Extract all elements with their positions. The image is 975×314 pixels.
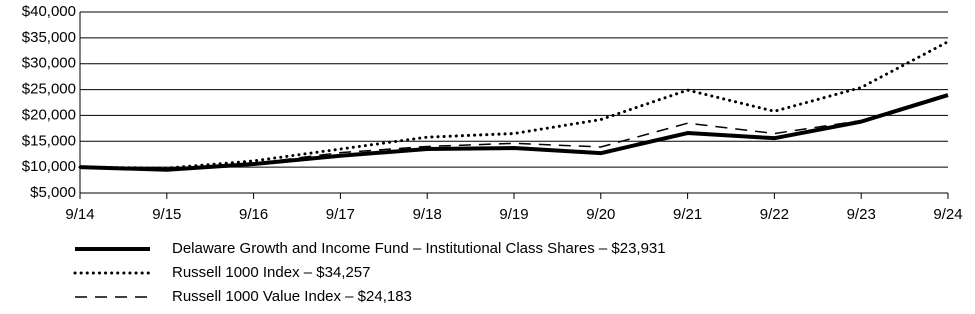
legend-label: Russell 1000 Value Index – $24,183 <box>172 288 412 305</box>
y-tick-label: $20,000 <box>22 106 76 123</box>
y-tick-label: $15,000 <box>22 132 76 149</box>
y-tick-label: $30,000 <box>22 55 76 72</box>
legend-label: Russell 1000 Index – $34,257 <box>172 264 370 281</box>
x-tick-label: 9/21 <box>673 206 702 223</box>
y-tick-label: $5,000 <box>30 184 76 201</box>
x-tick-label: 9/22 <box>760 206 789 223</box>
x-tick-label: 9/23 <box>847 206 876 223</box>
x-tick-label: 9/20 <box>586 206 615 223</box>
y-tick-label: $40,000 <box>22 3 76 20</box>
y-tick-label: $10,000 <box>22 158 76 175</box>
x-tick-label: 9/19 <box>499 206 528 223</box>
y-tick-label: $25,000 <box>22 81 76 98</box>
x-tick-label: 9/18 <box>413 206 442 223</box>
x-tick-label: 9/17 <box>326 206 355 223</box>
series-line <box>79 93 949 170</box>
x-tick-label: 9/24 <box>933 206 962 223</box>
x-tick-label: 9/14 <box>65 206 94 223</box>
series-line <box>79 93 949 172</box>
y-tick-label: $35,000 <box>22 29 76 46</box>
legend-label: Delaware Growth and Income Fund – Instit… <box>172 240 666 257</box>
x-tick-label: 9/16 <box>239 206 268 223</box>
x-tick-label: 9/15 <box>152 206 181 223</box>
